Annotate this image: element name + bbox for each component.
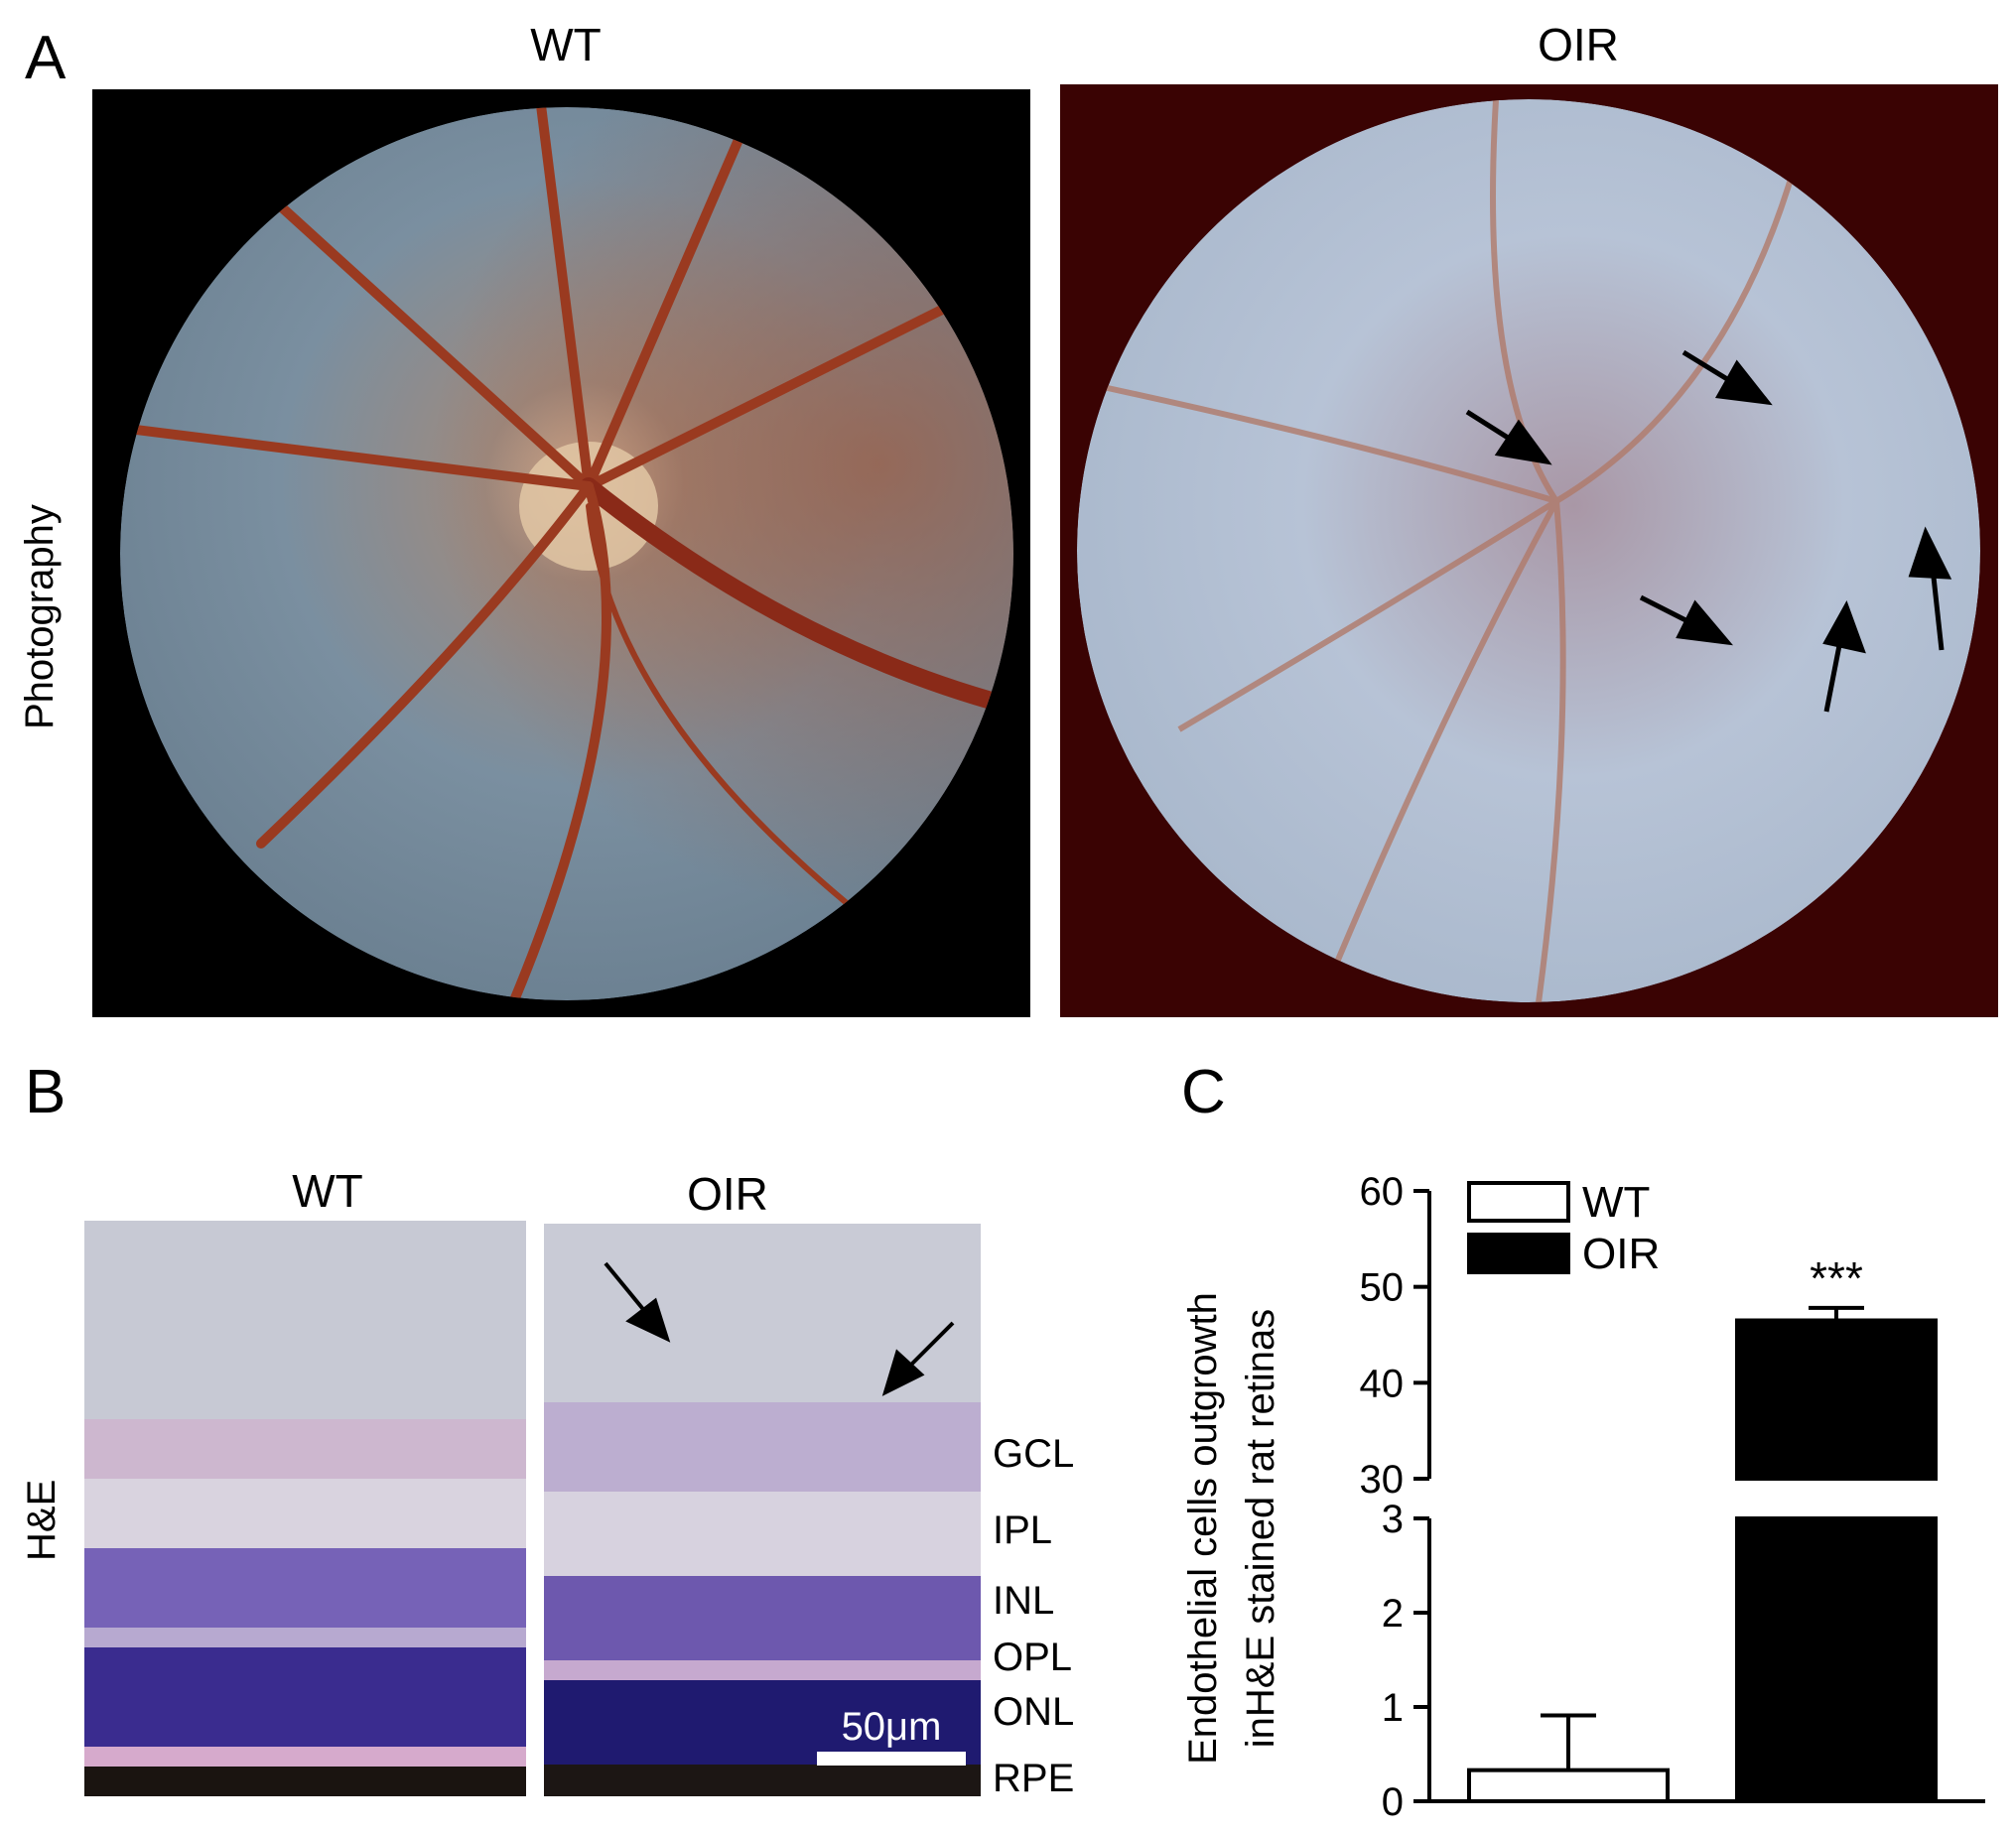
bar-oir-upper: [1735, 1318, 1938, 1481]
oir-he-section: 50μm: [544, 1224, 981, 1796]
neovascular-arrows: [1465, 349, 1952, 713]
legend-swatch-wt: [1467, 1181, 1570, 1223]
bar-wt: [1467, 1768, 1670, 1804]
y-axis-label-line1: Endothelial cells outgrowth: [1181, 1292, 1225, 1765]
inl-band: [84, 1548, 526, 1628]
scale-bar-label: 50μm: [842, 1705, 942, 1749]
y-tick-label-lower: 0: [1382, 1780, 1404, 1824]
retinal-vessels: [1079, 99, 1817, 1002]
panel-a-letter: A: [25, 24, 67, 92]
y-tick-label-lower: 2: [1382, 1592, 1404, 1636]
retinal-vessels: [120, 107, 1013, 1000]
gcl-band: [544, 1402, 981, 1492]
panel-b-row-label: H&E: [20, 1479, 64, 1561]
legend-label-wt: WT: [1582, 1178, 1650, 1227]
ipl-band: [84, 1479, 526, 1548]
legend-swatch-oir: [1467, 1233, 1570, 1274]
oir-fundus-photo: [1060, 84, 1998, 1017]
y-tick-label-lower: 1: [1382, 1686, 1404, 1730]
inl-band: [544, 1576, 981, 1660]
y-axis-label-line2: inH&E stained rat retinas: [1239, 1309, 1282, 1748]
panel-b-wt-title: WT: [292, 1165, 363, 1217]
layer-label-gcl: GCL: [993, 1432, 1075, 1476]
y-tick-label-upper: 30: [1360, 1458, 1405, 1502]
onl-band: [544, 1680, 981, 1765]
bars: ***: [1467, 1252, 1938, 1804]
legend-label-oir: OIR: [1582, 1230, 1660, 1278]
panel-b-letter: B: [25, 1058, 67, 1126]
scale-bar: [817, 1752, 966, 1766]
gcl-band: [84, 1419, 526, 1479]
opl-band: [544, 1660, 981, 1680]
wt-fundus-photo: [92, 89, 1030, 1017]
onl-band: [84, 1647, 526, 1747]
endothelial-cell-arrows: [604, 1261, 955, 1396]
panel-a-oir-title: OIR: [1538, 19, 1619, 70]
y-tick-label-upper: 40: [1360, 1362, 1405, 1405]
ipl-band: [544, 1492, 981, 1576]
panel-a-row-label: Photography: [18, 504, 62, 729]
y-tick-label-lower: 3: [1382, 1498, 1404, 1541]
panel-a-wt-title: WT: [530, 19, 602, 70]
panel-c-bar-chart: Endothelial cells outgrowth inH&E staine…: [1181, 1170, 1985, 1824]
significance-marker: ***: [1810, 1252, 1863, 1304]
opl-band: [84, 1628, 526, 1647]
bar-oir-lower: [1735, 1516, 1938, 1803]
rpe-band: [544, 1765, 981, 1796]
y-tick-label-upper: 60: [1360, 1170, 1405, 1214]
layer-label-rpe: RPE: [993, 1757, 1075, 1800]
wt-he-section: [84, 1221, 526, 1796]
layer-label-onl: ONL: [993, 1690, 1075, 1734]
panel-c-letter: C: [1181, 1058, 1226, 1126]
layer-label-opl: OPL: [993, 1636, 1073, 1679]
rpe-band: [84, 1767, 526, 1796]
panel-b-oir-title: OIR: [687, 1168, 768, 1220]
layer-label-inl: INL: [993, 1579, 1055, 1623]
y-tick-label-upper: 50: [1360, 1266, 1405, 1310]
layer-label-ipl: IPL: [993, 1508, 1053, 1552]
